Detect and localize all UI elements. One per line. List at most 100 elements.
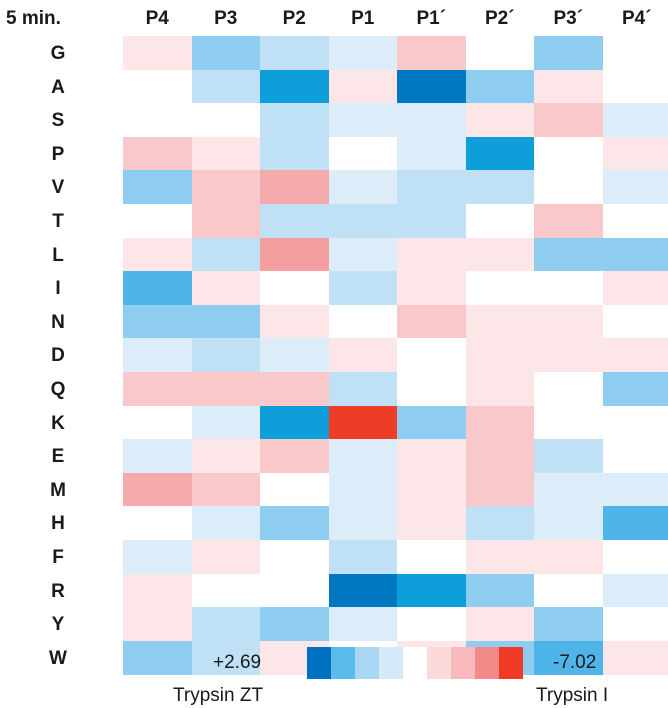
row-label: F	[52, 547, 64, 568]
column-header: P3´	[553, 8, 584, 29]
legend-swatch	[379, 647, 403, 679]
row-label: D	[51, 345, 65, 367]
heatmap-cell	[191, 69, 261, 104]
heatmap-cell	[602, 103, 668, 138]
heatmap-cell	[602, 439, 668, 474]
row-label: L	[52, 244, 64, 266]
heatmap-cell	[602, 472, 668, 507]
heatmap-cell	[465, 607, 535, 642]
heatmap-cell	[191, 237, 261, 272]
row-label: E	[51, 446, 65, 468]
heatmap-cell	[328, 170, 398, 205]
heatmap-cell	[191, 573, 261, 608]
heatmap-cell	[123, 69, 192, 104]
row-label: M	[50, 479, 66, 501]
heatmap-cell	[397, 170, 466, 205]
heatmap-cell	[465, 506, 535, 541]
heatmap-cell	[260, 540, 329, 574]
heatmap-cell	[534, 573, 603, 608]
heatmap-cell	[534, 237, 603, 272]
column-header: P1	[351, 8, 375, 29]
heatmap-cell	[328, 506, 398, 541]
heatmap-cell	[465, 237, 535, 272]
heatmap-cell	[397, 136, 466, 171]
corner-label: 5 min.	[6, 8, 61, 29]
heatmap-cell	[123, 36, 192, 70]
heatmap-cell	[534, 36, 603, 70]
legend-swatch	[475, 647, 499, 679]
heatmap-cell	[602, 304, 668, 339]
row-label: V	[51, 177, 65, 199]
legend-right-label: Trypsin I	[536, 685, 609, 706]
heatmap-cell	[465, 170, 535, 205]
heatmap-cell	[534, 640, 603, 675]
column-header: P3	[214, 8, 238, 29]
row-label: K	[51, 412, 65, 434]
heatmap-cell	[123, 439, 192, 474]
heatmap-cell	[191, 506, 261, 541]
heatmap-cell	[465, 338, 535, 373]
heatmap-cell	[534, 69, 603, 104]
heatmap-cell	[397, 69, 466, 104]
heatmap-cell	[328, 69, 398, 104]
heatmap-cell	[123, 573, 192, 608]
heatmap-cell	[328, 540, 398, 574]
heatmap-cell	[260, 36, 329, 70]
row-label: S	[51, 110, 65, 132]
heatmap-cell	[397, 540, 466, 574]
heatmap-cell	[123, 405, 192, 440]
row-label: P	[51, 143, 65, 165]
heatmap-cell	[465, 573, 535, 608]
heatmap-cell	[534, 271, 603, 306]
heatmap-cell	[602, 573, 668, 608]
heatmap-cell	[123, 640, 192, 675]
heatmap-cell	[602, 69, 668, 104]
heatmap-cell	[465, 36, 535, 70]
heatmap-cell	[260, 439, 329, 474]
column-header: P1´	[416, 8, 447, 29]
heatmap-cell	[191, 170, 261, 205]
heatmap-cell	[465, 304, 535, 339]
heatmap-cell	[602, 540, 668, 574]
heatmap-cell	[260, 472, 329, 507]
heatmap-cell	[191, 304, 261, 339]
heatmap-cell	[397, 573, 466, 608]
heatmap-cell	[191, 36, 261, 70]
heatmap-cell	[328, 204, 398, 238]
heatmap-cell	[328, 405, 398, 440]
heatmap-cell	[191, 472, 261, 507]
heatmap-cell	[465, 540, 535, 574]
heatmap-cell	[123, 540, 192, 574]
legend-right-value: -7.02	[553, 652, 597, 673]
heatmap-cell	[602, 338, 668, 373]
heatmap-cell	[397, 237, 466, 272]
heatmap-cell	[191, 640, 261, 675]
heatmap-cell	[534, 607, 603, 642]
legend-swatch	[451, 647, 475, 679]
legend-swatch	[499, 647, 523, 679]
heatmap-cell	[191, 271, 261, 306]
heatmap-cell	[465, 472, 535, 507]
row-label: N	[51, 311, 65, 333]
heatmap-cell	[328, 607, 398, 642]
heatmap-cell	[328, 372, 398, 406]
heatmap-cell	[465, 271, 535, 306]
column-header: P4	[145, 8, 169, 29]
heatmap-cell	[397, 607, 466, 642]
heatmap-cell	[397, 338, 466, 373]
heatmap-cell	[191, 607, 261, 642]
heatmap-cell	[602, 36, 668, 70]
heatmap-cell	[602, 372, 668, 406]
heatmap-cell	[534, 372, 603, 406]
heatmap-cell	[602, 405, 668, 440]
row-label: Y	[51, 614, 65, 636]
heatmap-cell	[260, 372, 329, 406]
heatmap-cell	[191, 372, 261, 406]
heatmap-cell	[534, 204, 603, 238]
heatmap-cell	[260, 338, 329, 373]
heatmap-cell	[260, 405, 329, 440]
heatmap-cell	[602, 607, 668, 642]
heatmap-cell	[123, 204, 192, 238]
heatmap-cell	[397, 506, 466, 541]
heatmap-cell	[260, 170, 329, 205]
